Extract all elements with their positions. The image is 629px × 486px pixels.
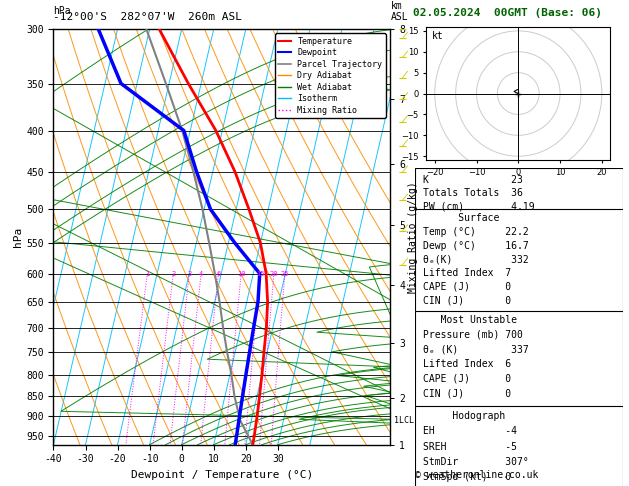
Text: Dewp (°C)     16.7: Dewp (°C) 16.7 xyxy=(423,241,529,251)
Text: Totals Totals  36: Totals Totals 36 xyxy=(423,189,523,198)
Text: Pressure (mb) 700: Pressure (mb) 700 xyxy=(423,330,523,340)
Text: Temp (°C)     22.2: Temp (°C) 22.2 xyxy=(423,227,529,237)
Text: -12°00'S  282°07'W  260m ASL: -12°00'S 282°07'W 260m ASL xyxy=(53,12,242,22)
Text: 10: 10 xyxy=(237,271,245,277)
Text: Surface: Surface xyxy=(423,213,500,223)
Text: 25: 25 xyxy=(281,271,289,277)
Text: CAPE (J)      0: CAPE (J) 0 xyxy=(423,374,511,383)
Text: 6: 6 xyxy=(216,271,221,277)
Y-axis label: hPa: hPa xyxy=(13,227,23,247)
Text: K              23: K 23 xyxy=(423,175,523,185)
Text: Hodograph: Hodograph xyxy=(423,411,506,421)
Text: StmSpd (kt)   0: StmSpd (kt) 0 xyxy=(423,472,511,482)
Text: 15: 15 xyxy=(256,271,264,277)
Text: © weatheronline.co.uk: © weatheronline.co.uk xyxy=(415,470,538,480)
Text: kt: kt xyxy=(432,31,443,41)
Text: km
ASL: km ASL xyxy=(391,1,409,22)
Text: 1LCL: 1LCL xyxy=(394,416,414,425)
Text: CIN (J)       0: CIN (J) 0 xyxy=(423,295,511,306)
Text: θₑ(K)          332: θₑ(K) 332 xyxy=(423,254,529,264)
X-axis label: Dewpoint / Temperature (°C): Dewpoint / Temperature (°C) xyxy=(131,470,313,480)
Text: 2: 2 xyxy=(171,271,175,277)
Text: Lifted Index  7: Lifted Index 7 xyxy=(423,268,511,278)
Text: 20: 20 xyxy=(270,271,278,277)
Text: Lifted Index  6: Lifted Index 6 xyxy=(423,359,511,369)
Text: EH            -4: EH -4 xyxy=(423,426,518,436)
Y-axis label: Mixing Ratio (g/kg): Mixing Ratio (g/kg) xyxy=(408,181,418,293)
Text: CIN (J)       0: CIN (J) 0 xyxy=(423,388,511,399)
Text: StmDir        307°: StmDir 307° xyxy=(423,457,529,467)
Text: 3: 3 xyxy=(187,271,191,277)
Text: 4: 4 xyxy=(199,271,203,277)
Text: 02.05.2024  00GMT (Base: 06): 02.05.2024 00GMT (Base: 06) xyxy=(413,8,602,18)
Text: 1: 1 xyxy=(145,271,150,277)
Text: PW (cm)        4.19: PW (cm) 4.19 xyxy=(423,202,535,211)
Legend: Temperature, Dewpoint, Parcel Trajectory, Dry Adiabat, Wet Adiabat, Isotherm, Mi: Temperature, Dewpoint, Parcel Trajectory… xyxy=(275,34,386,118)
Text: Most Unstable: Most Unstable xyxy=(423,315,518,325)
Text: θₑ (K)         337: θₑ (K) 337 xyxy=(423,344,529,354)
Text: hPa: hPa xyxy=(53,5,71,16)
Text: SREH          -5: SREH -5 xyxy=(423,441,518,451)
Text: CAPE (J)      0: CAPE (J) 0 xyxy=(423,282,511,292)
